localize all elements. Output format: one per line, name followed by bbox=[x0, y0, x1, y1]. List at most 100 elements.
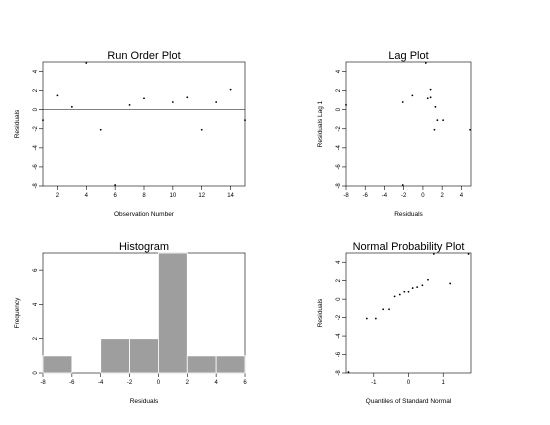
data-point bbox=[436, 119, 439, 122]
y-tick-label: -8 bbox=[336, 370, 342, 376]
data-point bbox=[432, 253, 435, 255]
data-point bbox=[424, 62, 427, 64]
y-axis-label: Residuals bbox=[14, 109, 21, 138]
chart-title: Normal Probability Plot bbox=[353, 241, 465, 253]
x-tick-label: 4 bbox=[460, 193, 464, 199]
x-axis-label: Residuals bbox=[130, 398, 159, 405]
data-point bbox=[403, 290, 406, 293]
x-tick-label: -6 bbox=[69, 380, 75, 386]
x-tick-label: -6 bbox=[363, 193, 369, 199]
x-tick-label: 1 bbox=[442, 380, 446, 386]
y-tick-label: -8 bbox=[33, 183, 39, 189]
y-tick-label: -2 bbox=[336, 314, 342, 320]
plot-frame bbox=[42, 61, 246, 187]
y-tick-label: -4 bbox=[336, 333, 342, 339]
y-tick-label: -6 bbox=[336, 351, 342, 357]
x-axis-label: Residuals bbox=[394, 211, 423, 218]
data-point bbox=[429, 88, 432, 91]
y-tick-label: 2 bbox=[336, 278, 342, 282]
data-point bbox=[42, 119, 44, 122]
y-tick-label: 0 bbox=[336, 297, 342, 301]
y-tick-label: 4 bbox=[33, 69, 39, 73]
chart-title: Run Order Plot bbox=[107, 50, 180, 62]
data-point bbox=[407, 290, 410, 293]
histogram-bar bbox=[129, 338, 159, 374]
x-tick-label: 10 bbox=[170, 193, 177, 199]
panel-normprob: Normal Probability Plot -1 0 1 -8 -6 -4 -2 0 2 4 Qu… bbox=[317, 241, 472, 405]
y-tick-label: 4 bbox=[33, 302, 39, 306]
data-point bbox=[374, 317, 377, 320]
data-point bbox=[70, 105, 73, 108]
histogram-bar bbox=[158, 252, 188, 374]
y-tick-label: 4 bbox=[336, 260, 342, 264]
x-tick-label: -2 bbox=[401, 193, 407, 199]
data-point bbox=[433, 128, 436, 131]
x-tick-label: 2 bbox=[186, 380, 190, 386]
y-tick-label: 2 bbox=[33, 88, 39, 92]
panel-hist: Histogram -8 -6 -4 -2 0 2 4 6 0 2 4 6 Residuals Freque… bbox=[14, 241, 247, 405]
y-axis-label: Residuals bbox=[317, 298, 324, 327]
data-point bbox=[469, 128, 471, 131]
data-point bbox=[382, 308, 385, 311]
data-point bbox=[347, 371, 350, 373]
data-point bbox=[56, 94, 59, 97]
y-tick-label: -6 bbox=[336, 164, 342, 170]
x-tick-label: -8 bbox=[343, 193, 349, 199]
y-axis-label: Residuals Lag 1 bbox=[317, 100, 324, 147]
histogram-bar bbox=[100, 338, 130, 374]
x-tick-label: 2 bbox=[56, 193, 60, 199]
data-point bbox=[365, 317, 368, 320]
x-tick-label: -4 bbox=[382, 193, 388, 199]
panel-runorder: Run Order Plot 2 4 6 8 10 12 14 -8 -6 -4 -2 0 2 4 Obser… bbox=[14, 50, 246, 218]
y-tick-label: 0 bbox=[33, 371, 39, 375]
data-point bbox=[467, 253, 470, 255]
y-tick-label: -2 bbox=[336, 125, 342, 131]
y-tick-label: 2 bbox=[336, 88, 342, 92]
x-tick-label: 8 bbox=[142, 193, 146, 199]
data-point bbox=[442, 119, 445, 122]
x-axis-label: Quantiles of Standard Normal bbox=[366, 398, 452, 405]
data-point bbox=[429, 96, 432, 99]
x-tick-label: 0 bbox=[407, 380, 411, 386]
chart-title: Histogram bbox=[119, 241, 169, 253]
x-tick-label: -1 bbox=[371, 380, 377, 386]
panel-lag: Lag Plot -8 -6 -4 -2 0 2 4 -8 -6 -4 -2 0 2 4 Residuals R… bbox=[317, 50, 472, 218]
y-axis-label: Frequency bbox=[14, 297, 21, 328]
data-point bbox=[401, 184, 404, 186]
data-point bbox=[401, 101, 404, 103]
x-tick-label: 6 bbox=[243, 380, 247, 386]
data-point bbox=[411, 94, 414, 97]
x-tick-label: 0 bbox=[421, 193, 425, 199]
x-tick-label: 2 bbox=[440, 193, 444, 199]
y-tick-label: 0 bbox=[33, 107, 39, 111]
data-point bbox=[143, 97, 145, 100]
y-tick-label: 6 bbox=[33, 268, 39, 272]
plot-frame bbox=[345, 252, 472, 374]
data-point bbox=[215, 101, 218, 103]
histogram-bar bbox=[42, 355, 73, 374]
x-tick-label: 14 bbox=[227, 193, 234, 199]
data-point bbox=[186, 96, 189, 99]
data-point bbox=[114, 184, 117, 186]
data-point bbox=[85, 62, 88, 64]
data-point bbox=[449, 282, 452, 285]
x-tick-label: -8 bbox=[40, 380, 46, 386]
y-tick-label: 2 bbox=[33, 336, 39, 340]
chart-title: Lag Plot bbox=[388, 50, 428, 62]
data-point bbox=[345, 104, 347, 106]
data-point bbox=[393, 295, 396, 298]
data-point bbox=[421, 284, 424, 287]
data-point bbox=[434, 105, 437, 108]
data-point bbox=[427, 278, 429, 281]
data-point bbox=[426, 97, 429, 100]
y-tick-label: -4 bbox=[336, 145, 342, 151]
y-tick-label: -8 bbox=[336, 183, 342, 189]
histogram-bar bbox=[215, 355, 246, 374]
y-tick-label: 0 bbox=[336, 107, 342, 111]
data-point bbox=[388, 308, 390, 311]
data-point bbox=[200, 128, 203, 131]
data-point bbox=[398, 293, 401, 296]
x-tick-label: 0 bbox=[157, 380, 161, 386]
data-point bbox=[416, 286, 419, 289]
